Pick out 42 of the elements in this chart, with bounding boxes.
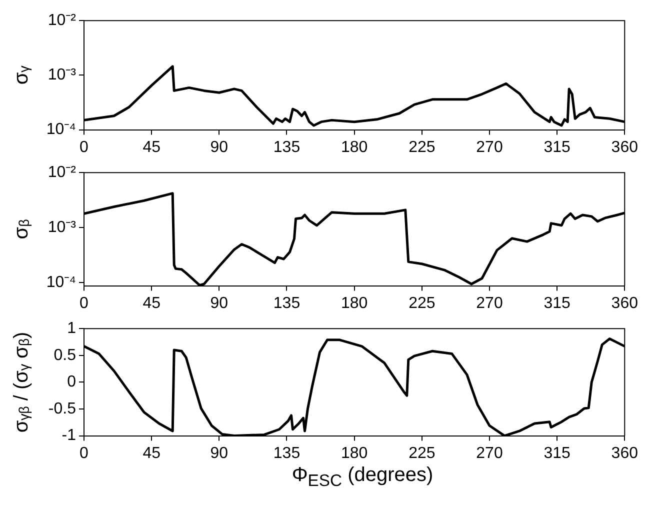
y-tick-label: -1 bbox=[62, 427, 76, 444]
y-tick-label: 0 bbox=[67, 374, 76, 391]
y-axis-title: σᵦ bbox=[10, 218, 33, 240]
x-tick-label: 45 bbox=[142, 294, 161, 312]
y-tick-label: 10⁻² bbox=[48, 12, 77, 30]
x-tick-label: 225 bbox=[408, 444, 436, 462]
x-tick-label: 0 bbox=[80, 444, 89, 462]
y-tick-label: 10⁻⁴ bbox=[46, 121, 76, 138]
x-tick-label: 225 bbox=[408, 138, 436, 156]
y-tick-label: 10⁻² bbox=[48, 164, 77, 182]
y-tick-label: 1 bbox=[67, 320, 76, 338]
x-tick-label: 45 bbox=[142, 138, 161, 156]
x-tick-label: 360 bbox=[611, 294, 638, 312]
x-tick-label: 180 bbox=[340, 138, 368, 156]
x-tick-label: 135 bbox=[273, 138, 300, 156]
x-tick-label: 315 bbox=[544, 138, 571, 156]
x-tick-label: 270 bbox=[476, 294, 503, 312]
y-tick-label: 10⁻³ bbox=[48, 219, 77, 236]
x-tick-label: 270 bbox=[476, 138, 503, 156]
x-tick-label: 315 bbox=[544, 444, 571, 462]
y-axis-title: σᵧᵦ / (σᵧ σᵦ) bbox=[10, 332, 33, 433]
y-tick-label: 10⁻³ bbox=[48, 66, 77, 84]
x-tick-label: 90 bbox=[210, 444, 228, 462]
y-tick-label: -0.5 bbox=[48, 400, 76, 418]
y-tick-label: 0.5 bbox=[54, 346, 76, 364]
x-tick-label: 225 bbox=[408, 294, 436, 312]
x-tick-label: 180 bbox=[340, 294, 368, 312]
x-tick-label: 135 bbox=[273, 294, 300, 312]
x-tick-label: 360 bbox=[611, 444, 638, 462]
x-tick-label: 0 bbox=[80, 294, 89, 312]
x-tick-label: 270 bbox=[476, 444, 503, 462]
y-axis-title: σᵧ bbox=[10, 65, 33, 85]
x-tick-label: 180 bbox=[340, 444, 368, 462]
x-tick-label: 0 bbox=[80, 138, 89, 156]
x-tick-label: 360 bbox=[611, 138, 638, 156]
x-tick-label: 135 bbox=[273, 444, 300, 462]
x-tick-label: 90 bbox=[210, 138, 228, 156]
x-axis-title: Φ$_{ESC}$ (degrees) bbox=[290, 464, 434, 491]
x-tick-label: 45 bbox=[142, 444, 161, 462]
x-tick-label: 90 bbox=[210, 294, 228, 312]
x-tick-label: 315 bbox=[544, 294, 571, 312]
y-tick-label: 10⁻⁴ bbox=[46, 274, 76, 292]
